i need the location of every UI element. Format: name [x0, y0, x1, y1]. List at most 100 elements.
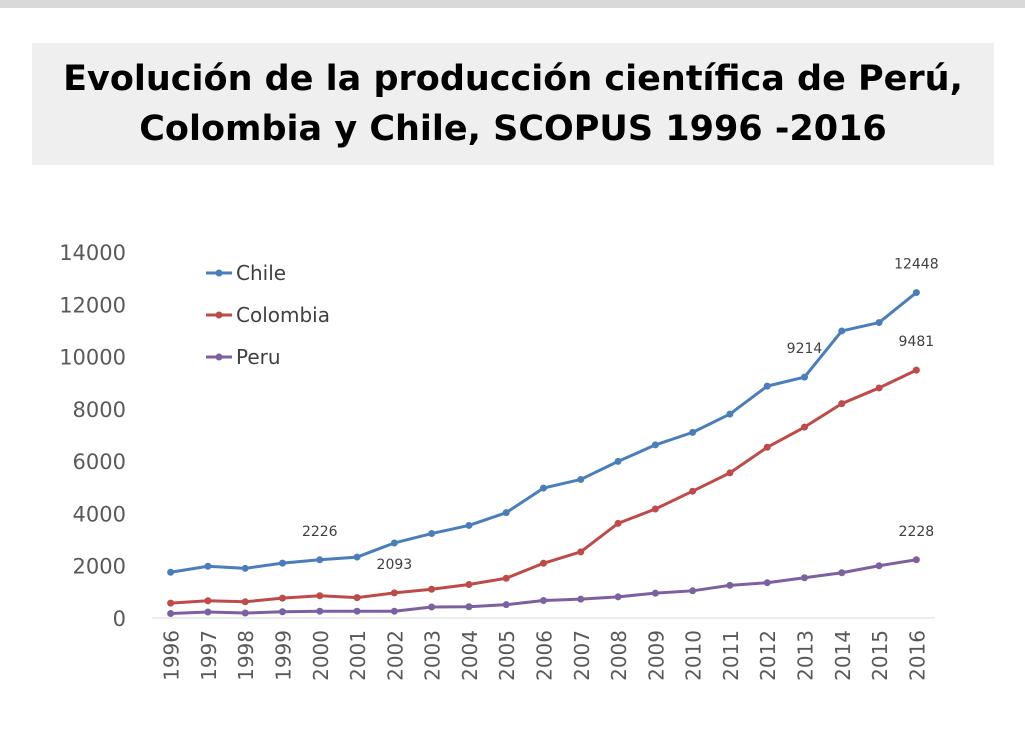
x-tick-label: 1997	[197, 630, 221, 681]
x-tick-label: 2004	[458, 630, 482, 681]
data-point-peru	[502, 601, 510, 609]
legend-swatch-marker	[215, 311, 223, 319]
data-point-peru	[801, 574, 808, 582]
data-point-colombia	[726, 469, 734, 477]
data-point-chile	[838, 327, 846, 335]
data-point-chile	[875, 319, 883, 327]
data-point-colombia	[614, 519, 622, 527]
legend-swatch-marker	[215, 353, 223, 361]
data-point-colombia	[502, 574, 510, 582]
data-point-colombia	[801, 423, 808, 431]
x-tick-label: 2014	[831, 630, 855, 681]
data-point-chile	[316, 556, 324, 564]
data-label: 2093	[377, 557, 413, 573]
y-tick-label: 10000	[59, 346, 126, 370]
data-point-peru	[540, 596, 547, 604]
x-tick-label: 1998	[234, 630, 258, 681]
y-tick-label: 14000	[59, 241, 126, 265]
data-label: 9214	[787, 341, 823, 357]
y-tick-label: 8000	[73, 398, 126, 422]
data-point-colombia	[167, 599, 175, 607]
data-point-colombia	[390, 589, 398, 597]
data-point-chile	[390, 539, 398, 547]
data-point-colombia	[912, 366, 920, 374]
data-point-peru	[390, 607, 398, 615]
data-point-colombia	[279, 594, 286, 602]
x-tick-label: 2001	[346, 630, 370, 681]
data-point-colombia	[763, 443, 771, 451]
y-tick-label: 6000	[73, 450, 126, 474]
data-point-peru	[726, 581, 734, 589]
y-tick-label: 0	[113, 607, 126, 631]
data-point-colombia	[838, 400, 846, 408]
data-point-chile	[204, 562, 212, 570]
data-point-peru	[614, 593, 622, 601]
data-point-chile	[912, 289, 920, 297]
data-point-peru	[279, 608, 286, 616]
data-point-colombia	[540, 559, 547, 567]
data-point-peru	[875, 562, 883, 570]
x-tick-label: 2002	[383, 630, 407, 681]
data-point-peru	[167, 610, 175, 618]
x-tick-label: 1999	[272, 630, 296, 681]
data-point-chile	[167, 568, 175, 576]
x-tick-label: 2005	[495, 630, 519, 681]
data-point-peru	[838, 569, 846, 577]
data-point-chile	[540, 484, 547, 492]
data-point-peru	[912, 556, 920, 564]
x-tick-label: 2016	[905, 630, 929, 681]
x-tick-label: 2000	[309, 630, 333, 681]
x-tick-label: 2012	[756, 630, 780, 681]
data-point-chile	[241, 564, 249, 572]
data-point-colombia	[428, 585, 436, 593]
data-label: 2228	[899, 524, 935, 540]
data-point-colombia	[577, 548, 585, 556]
x-tick-label: 2013	[794, 630, 818, 681]
data-point-chile	[763, 382, 771, 390]
chart-title: Evolución de la producción científica de…	[63, 59, 963, 149]
x-tick-label: 2011	[719, 630, 743, 681]
data-point-colombia	[875, 384, 883, 392]
x-tick-label: 2007	[570, 630, 594, 681]
series-line-chile	[170, 291, 918, 574]
data-point-chile	[726, 410, 734, 418]
data-point-chile	[428, 530, 436, 538]
data-point-peru	[204, 608, 212, 616]
data-point-chile	[614, 457, 622, 465]
data-point-peru	[428, 603, 436, 611]
x-tick-label: 2008	[607, 630, 631, 681]
data-point-colombia	[353, 594, 361, 602]
data-point-peru	[651, 589, 659, 597]
data-point-peru	[763, 579, 771, 587]
data-label: 12448	[894, 257, 939, 273]
data-point-chile	[502, 509, 510, 517]
data-label: 9481	[899, 334, 935, 350]
data-label: 2226	[302, 524, 338, 540]
data-point-colombia	[689, 487, 697, 495]
top-band	[0, 0, 1025, 8]
series-line-peru	[170, 558, 917, 616]
data-point-chile	[651, 441, 659, 449]
data-point-colombia	[241, 598, 249, 606]
data-point-peru	[316, 607, 324, 615]
data-point-chile	[801, 373, 808, 381]
data-point-peru	[465, 603, 473, 611]
x-tick-label: 2003	[421, 630, 445, 681]
x-tick-label: 2015	[868, 630, 892, 681]
data-point-chile	[353, 553, 361, 561]
x-tick-label: 2009	[644, 630, 668, 681]
data-point-colombia	[204, 597, 212, 605]
data-point-peru	[241, 609, 249, 617]
data-point-colombia	[651, 505, 659, 513]
x-tick-label: 2006	[533, 630, 557, 681]
data-point-chile	[465, 521, 473, 529]
data-point-chile	[577, 475, 585, 483]
x-tick-label: 2010	[682, 630, 706, 681]
y-tick-label: 12000	[59, 293, 126, 317]
data-point-chile	[279, 559, 286, 567]
y-tick-label: 4000	[73, 502, 126, 526]
data-point-chile	[689, 428, 697, 436]
legend-label: Peru	[236, 345, 281, 369]
x-tick-label: 1996	[160, 630, 184, 681]
